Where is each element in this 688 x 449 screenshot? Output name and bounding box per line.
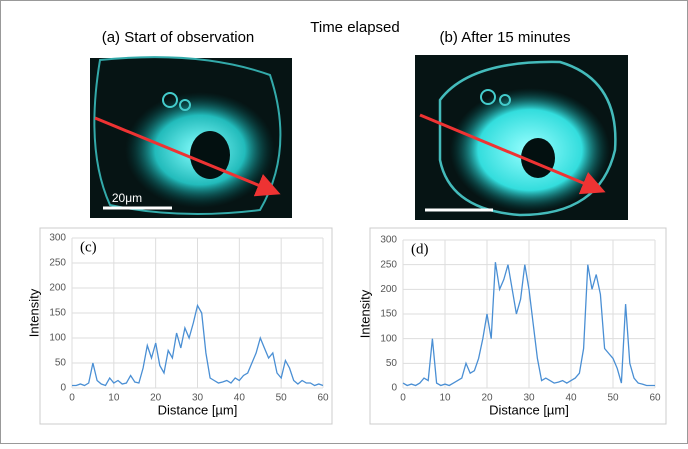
x-axis-label: Distance [µm] [158,402,238,417]
x-tick-label: 60 [317,393,329,404]
y-tick-label: 250 [380,259,397,270]
figure-title: Time elapsed [310,19,400,36]
x-axis-label: Distance [µm] [489,402,569,417]
x-tick-label: 0 [400,393,406,404]
x-tick-label: 40 [234,393,246,404]
y-tick-label: 150 [49,308,66,319]
x-tick-label: 0 [69,393,75,404]
y-tick-label: 300 [380,235,397,246]
data-line [72,303,324,387]
y-tick-label: 50 [386,358,398,369]
micrograph-b [415,55,628,220]
y-tick-label: 50 [55,358,67,369]
y-axis-label: Intensity [357,289,372,338]
panel-label: (a) Start of observation [102,29,255,46]
chart-frame [39,227,333,425]
annotation: (c) [80,239,97,255]
y-tick-label: 300 [49,233,66,244]
x-tick-label: 50 [276,393,288,404]
x-tick-label: 30 [192,393,204,404]
y-tick-label: 100 [49,333,66,344]
y-tick-label: 100 [380,333,397,344]
panel-label: (b) After 15 minutes [440,29,571,46]
x-tick-label: 40 [565,393,577,404]
annotation: (d) [411,241,429,257]
y-tick-label: 0 [60,383,66,394]
y-tick-label: 250 [49,258,66,269]
micrograph-a: 20μm [90,56,292,218]
y-tick-label: 200 [49,283,66,294]
y-axis-label: Intensity [26,288,41,337]
x-tick-label: 60 [649,393,661,404]
scale-label: 20μm [112,191,142,205]
data-line [402,262,655,387]
y-tick-label: 150 [380,309,397,320]
x-tick-label: 20 [150,393,162,404]
x-tick-label: 50 [607,393,619,404]
x-tick-label: 10 [439,393,451,404]
y-tick-label: 200 [380,284,397,295]
x-tick-label: 30 [523,393,535,404]
x-tick-label: 10 [108,393,120,404]
y-tick-label: 0 [391,383,397,394]
chart-frame [369,227,667,425]
x-tick-label: 20 [481,393,493,404]
